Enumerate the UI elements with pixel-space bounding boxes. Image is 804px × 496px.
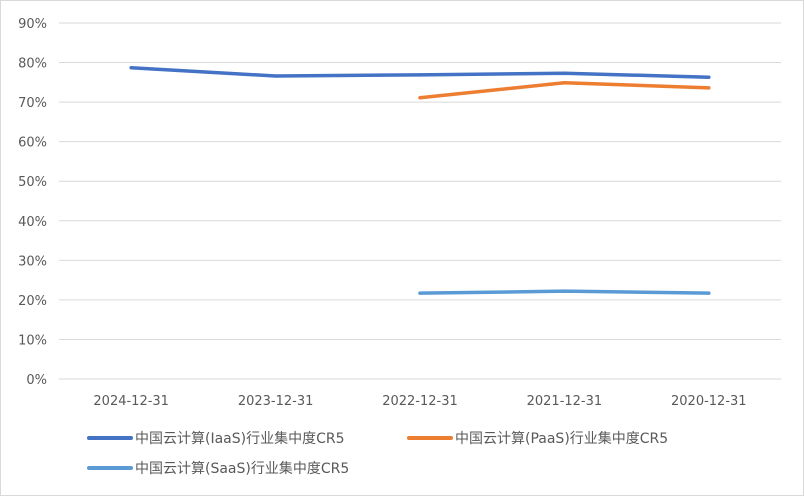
y-tick-label: 20% — [18, 294, 47, 309]
x-tick-label: 2020-12-31 — [671, 394, 747, 409]
data-point — [418, 291, 422, 295]
data-point — [418, 96, 422, 100]
x-tick-label: 2022-12-31 — [382, 394, 458, 409]
y-tick-label: 30% — [18, 254, 47, 269]
y-tick-label: 80% — [18, 57, 47, 72]
data-point — [562, 81, 567, 85]
data-point — [707, 291, 711, 295]
y-tick-label: 10% — [18, 333, 47, 348]
data-point — [707, 75, 711, 79]
x-tick-label: 2023-12-31 — [238, 394, 314, 409]
y-tick-label: 0% — [26, 373, 47, 388]
data-point — [418, 73, 422, 77]
x-tick-label: 2024-12-31 — [93, 394, 169, 409]
legend-label-1: 中国云计算(PaaS)行业集中度CR5 — [455, 430, 668, 447]
y-tick-label: 70% — [18, 96, 47, 111]
data-point — [562, 289, 567, 293]
legend-label-2: 中国云计算(SaaS)行业集中度CR5 — [135, 460, 349, 477]
data-point — [129, 66, 133, 70]
data-point — [274, 74, 278, 78]
series-line-1 — [418, 80, 711, 100]
x-tick-label: 2021-12-31 — [527, 394, 603, 409]
y-tick-label: 40% — [18, 215, 47, 230]
y-tick-label: 50% — [18, 175, 47, 190]
y-tick-label: 90% — [18, 17, 47, 32]
legend-label-0: 中国云计算(IaaS)行业集中度CR5 — [135, 430, 345, 447]
y-tick-label: 60% — [18, 136, 47, 151]
data-point — [562, 71, 567, 75]
data-point — [707, 86, 711, 90]
